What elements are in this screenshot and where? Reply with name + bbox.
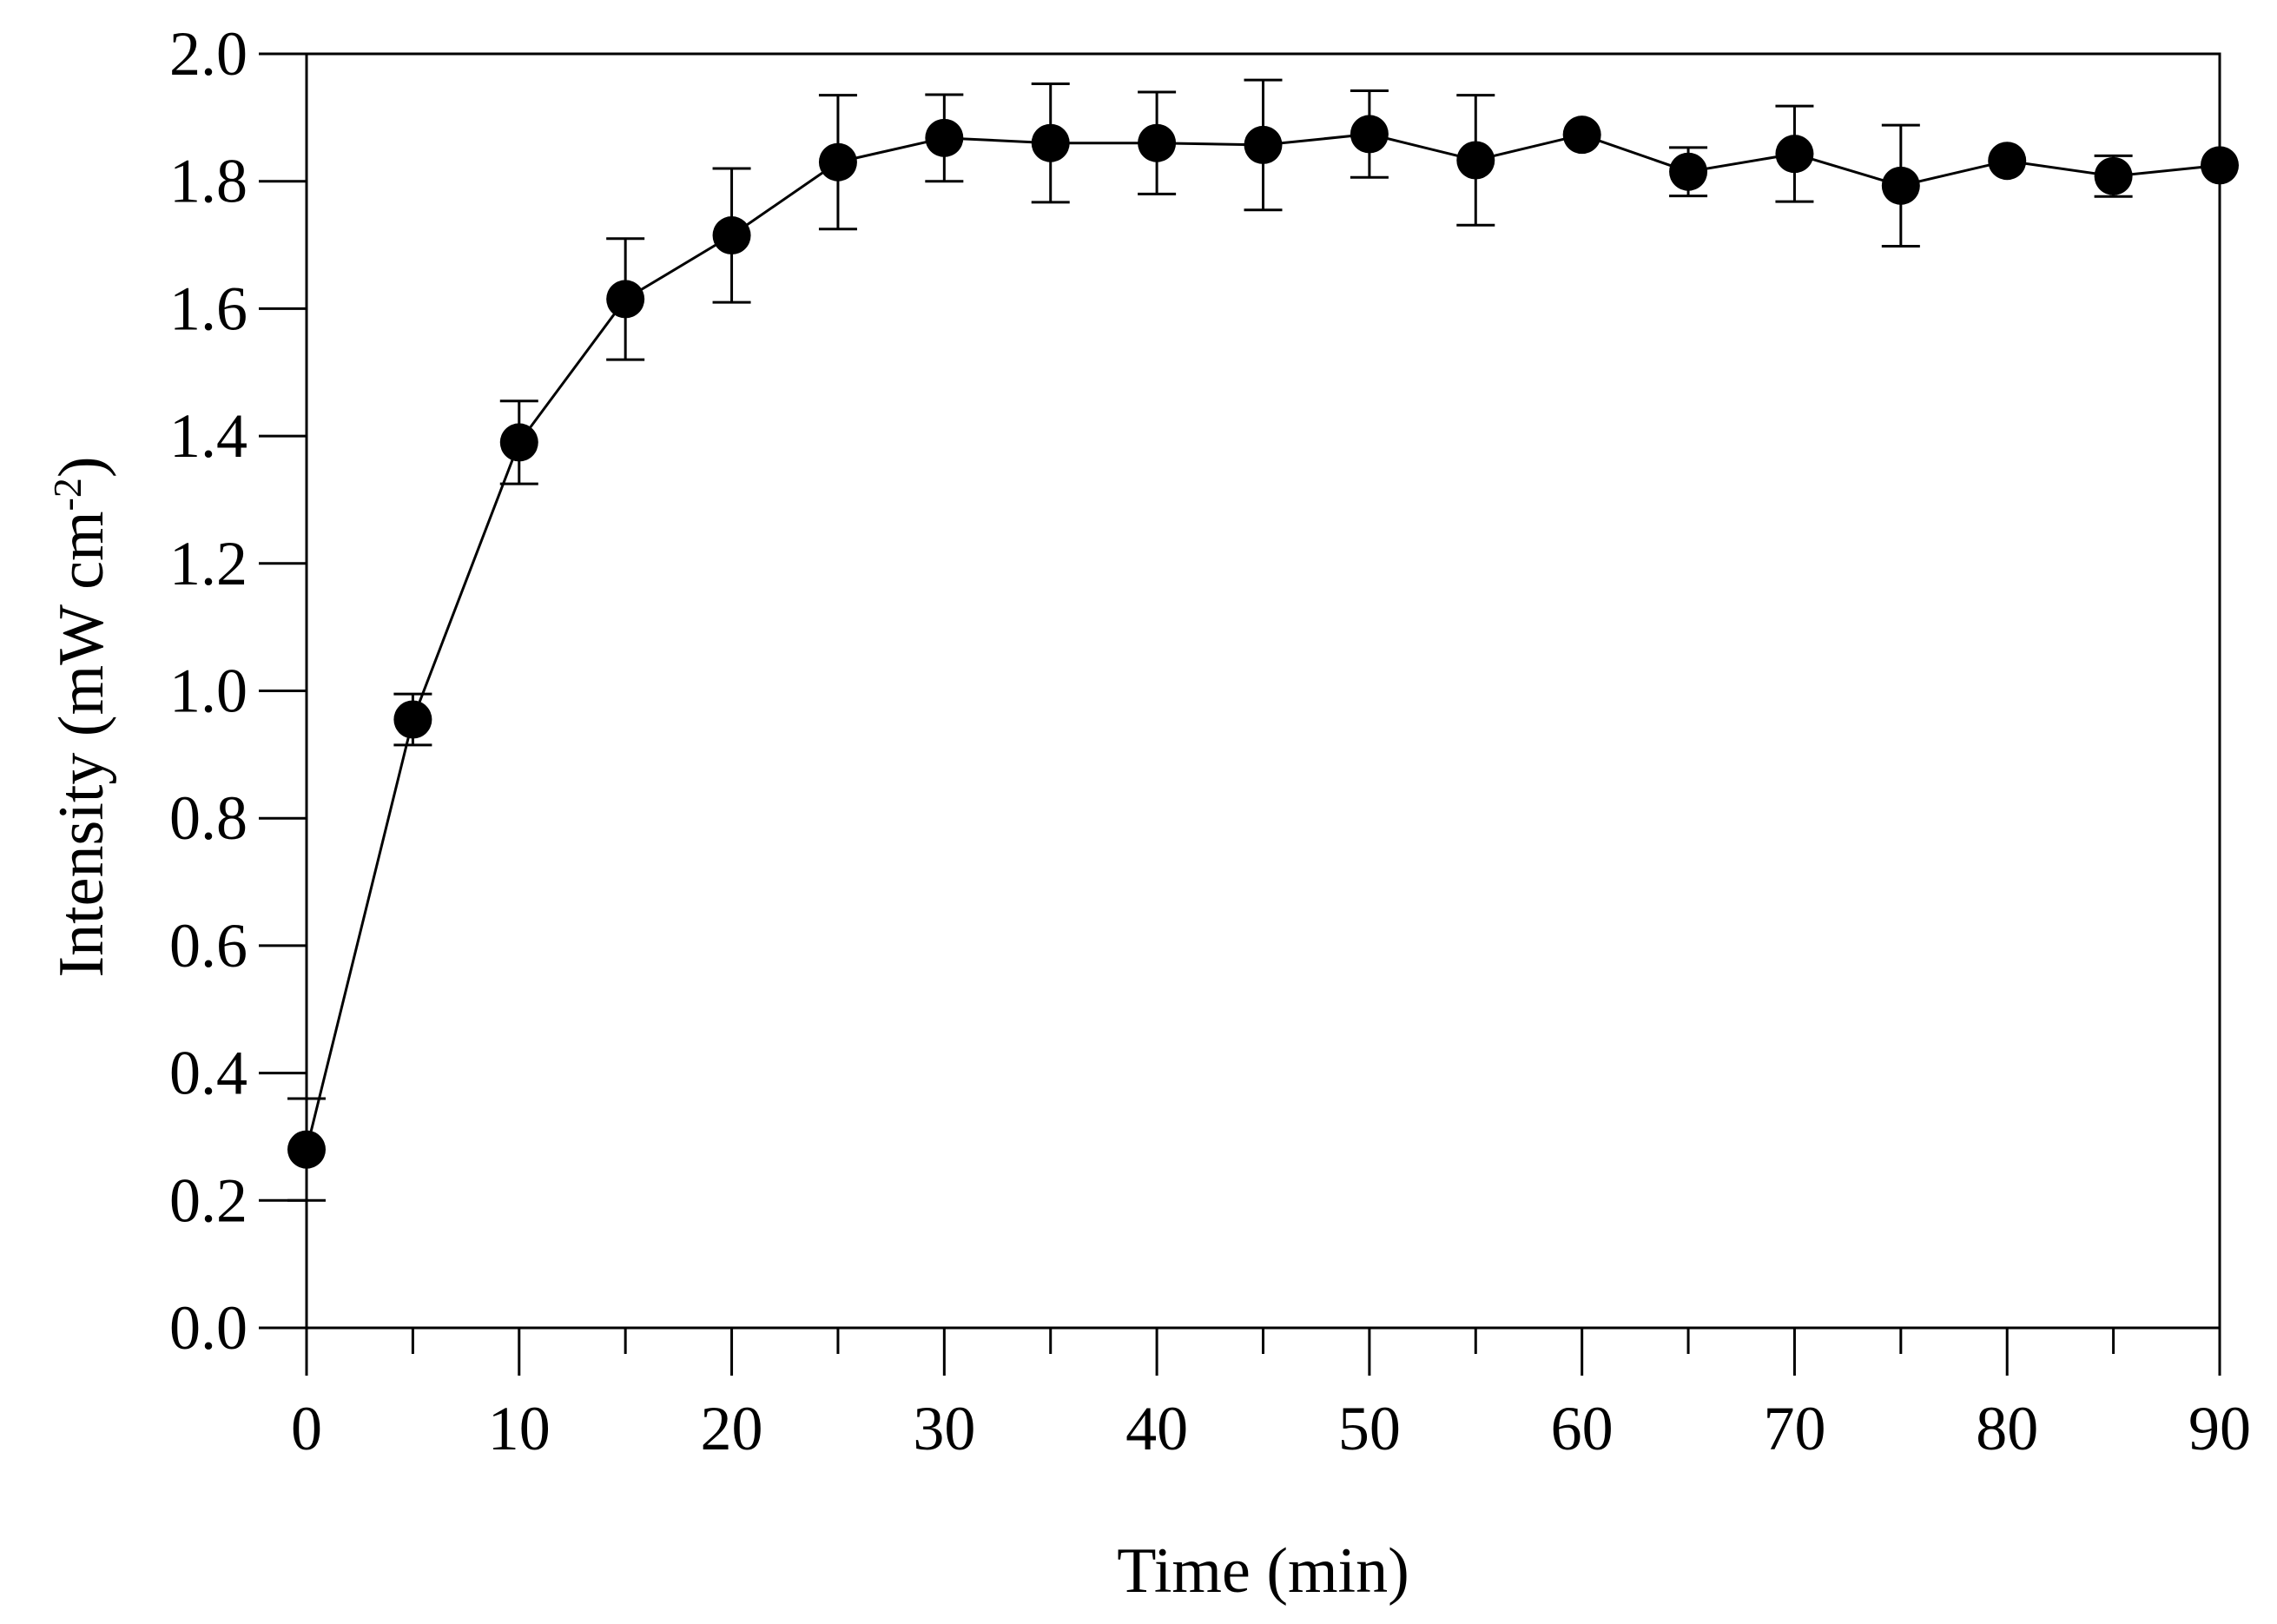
data-point bbox=[1456, 141, 1495, 180]
x-tick-label: 80 bbox=[1976, 1394, 2038, 1463]
data-point bbox=[393, 700, 432, 739]
data-point bbox=[1350, 115, 1389, 154]
series-group bbox=[287, 78, 2239, 1202]
y-axis-title-close: ) bbox=[46, 456, 117, 478]
y-tick-label: 0.6 bbox=[169, 911, 248, 980]
x-axis-ticks bbox=[305, 1328, 2221, 1376]
y-tick-label: 0.0 bbox=[169, 1293, 248, 1363]
x-tick-label: 20 bbox=[701, 1394, 763, 1463]
data-point bbox=[499, 423, 538, 462]
x-tick-label: 90 bbox=[2188, 1394, 2251, 1463]
x-axis-tick-labels: 0 10 20 30 40 50 60 70 80 90 bbox=[291, 1394, 2251, 1463]
data-point bbox=[1669, 152, 1708, 191]
x-tick-label: 60 bbox=[1551, 1394, 1614, 1463]
series-line bbox=[305, 132, 2221, 1150]
data-point bbox=[712, 216, 751, 255]
data-point bbox=[1881, 166, 1920, 205]
y-axis-title: Intensity (mW cm-2) bbox=[45, 456, 118, 977]
data-point bbox=[606, 280, 645, 319]
y-axis-title-superscript: -2 bbox=[45, 478, 89, 511]
x-tick-label: 10 bbox=[488, 1394, 551, 1463]
data-point bbox=[925, 118, 964, 157]
data-point bbox=[1988, 142, 2027, 181]
data-point bbox=[1138, 123, 1177, 162]
y-tick-label: 0.2 bbox=[169, 1165, 248, 1235]
data-point bbox=[1775, 135, 1814, 174]
y-tick-label: 1.6 bbox=[169, 274, 248, 343]
data-point bbox=[1031, 123, 1070, 162]
y-axis-tick-labels: 0.0 0.2 0.4 0.6 0.8 1.0 1.2 1.4 1.6 1.8 2.0 bbox=[169, 19, 248, 1363]
data-point bbox=[2201, 146, 2239, 185]
y-axis-title-main: Intensity (mW cm bbox=[46, 511, 117, 977]
data-point bbox=[2094, 156, 2133, 195]
x-tick-label: 40 bbox=[1125, 1394, 1188, 1463]
data-point bbox=[287, 1130, 326, 1169]
x-axis-title: Time (min) bbox=[1117, 1535, 1409, 1607]
data-point bbox=[1244, 125, 1283, 164]
y-tick-label: 1.8 bbox=[169, 147, 248, 216]
x-tick-label: 70 bbox=[1763, 1394, 1825, 1463]
x-tick-label: 0 bbox=[291, 1394, 322, 1463]
y-tick-label: 0.8 bbox=[169, 783, 248, 853]
y-tick-label: 0.4 bbox=[169, 1039, 248, 1108]
x-tick-label: 50 bbox=[1338, 1394, 1401, 1463]
x-tick-label: 30 bbox=[913, 1394, 975, 1463]
data-point bbox=[1562, 116, 1601, 155]
y-axis-ticks bbox=[259, 52, 307, 1330]
y-tick-label: 1.0 bbox=[169, 657, 248, 726]
y-tick-label: 1.2 bbox=[169, 529, 248, 598]
y-tick-label: 2.0 bbox=[169, 19, 248, 89]
y-tick-label: 1.4 bbox=[169, 401, 248, 471]
data-point bbox=[818, 142, 857, 182]
plot-frame bbox=[305, 52, 2221, 1330]
